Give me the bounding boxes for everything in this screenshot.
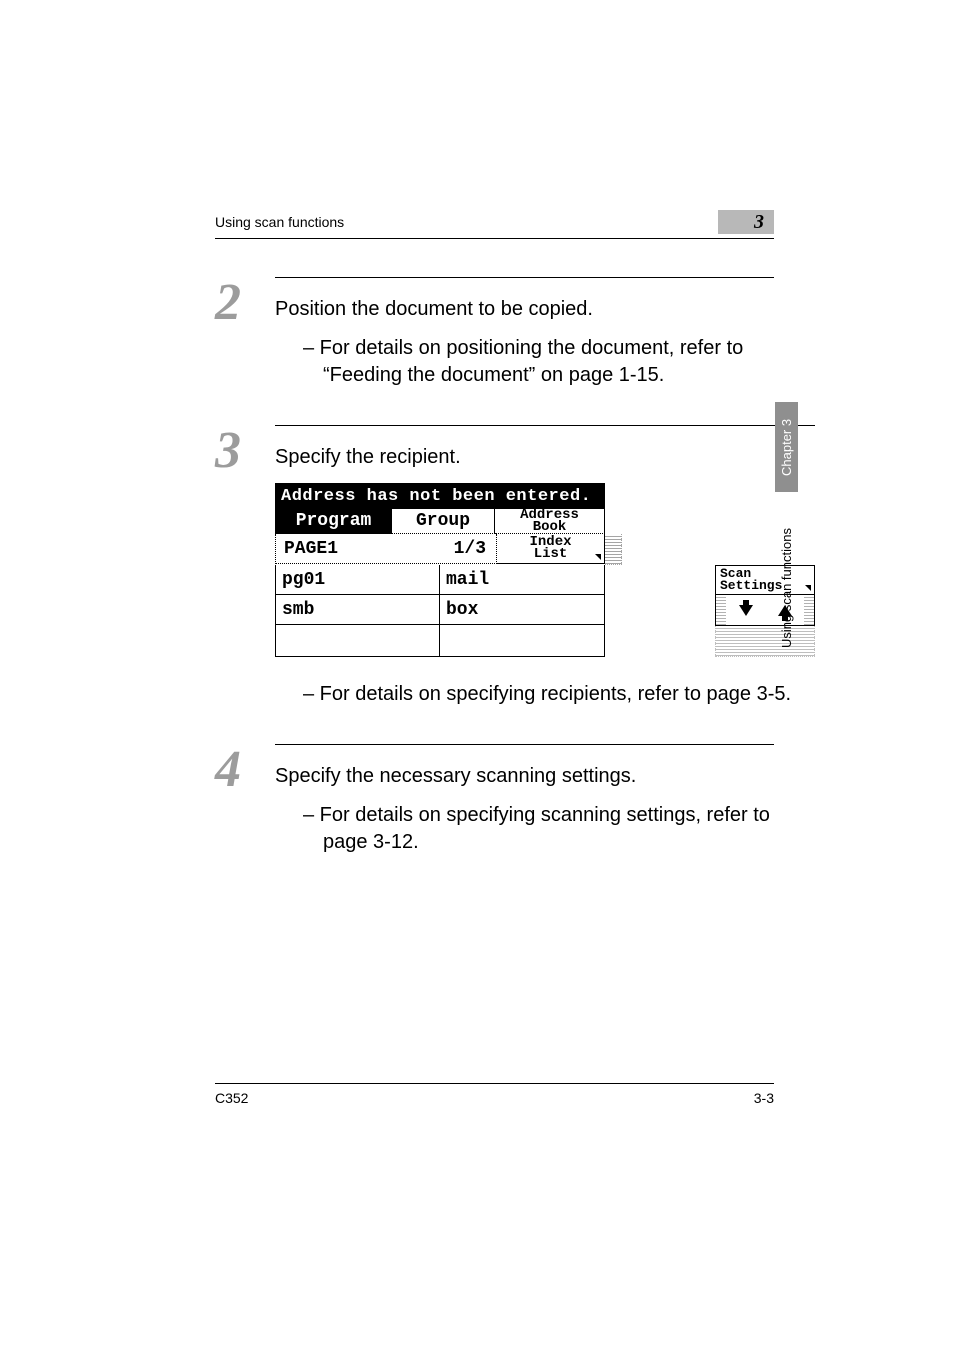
step-body: Position the document to be copied. – Fo… — [275, 277, 774, 397]
scan-settings-l2: Settings — [720, 580, 814, 592]
list-cell[interactable]: smb — [275, 595, 440, 625]
index-list-button[interactable]: Index List — [497, 534, 605, 564]
step-title: Specify the recipient. — [275, 446, 815, 469]
list-cell[interactable]: mail — [440, 565, 605, 595]
step-3: 3 Specify the recipient. Address has not… — [215, 425, 774, 716]
scan-settings-button[interactable]: Scan Settings — [715, 565, 815, 595]
tab-address-l2: Book — [533, 522, 567, 534]
list-cell[interactable]: pg01 — [275, 565, 440, 595]
page-indicator: PAGE1 1/3 — [275, 534, 497, 564]
index-l2: List — [534, 549, 568, 561]
arrow-buttons — [715, 595, 815, 626]
scroll-track[interactable] — [605, 534, 622, 565]
step-sub: – For details on specifying recipients, … — [275, 681, 815, 708]
step-number: 2 — [215, 277, 275, 329]
page-number: 1/3 — [454, 539, 486, 559]
list-cell[interactable] — [440, 625, 605, 657]
step-2: 2 Position the document to be copied. – … — [215, 277, 774, 397]
step-sub: – For details on specifying scanning set… — [275, 802, 774, 856]
side-tab-section: Using scan functions — [775, 508, 798, 668]
step-body: Specify the recipient. Address has not b… — [275, 425, 815, 716]
step-number: 4 — [215, 744, 275, 796]
page-header: Using scan functions 3 — [215, 210, 774, 239]
step-body: Specify the necessary scanning settings.… — [275, 744, 774, 864]
tab-program[interactable]: Program — [275, 508, 392, 534]
chapter-number-box: 3 — [718, 210, 774, 234]
list-cell[interactable] — [275, 625, 440, 657]
shaded-area — [715, 626, 815, 657]
step-number: 3 — [215, 425, 275, 477]
lcd-tabs: Program Group Address Book — [275, 508, 605, 534]
footer-page: 3-3 — [754, 1090, 774, 1106]
page-label: PAGE1 — [284, 539, 338, 559]
page-footer: C352 3-3 — [215, 1083, 774, 1106]
list-cell[interactable]: box — [440, 595, 605, 625]
footer-model: C352 — [215, 1090, 248, 1106]
tab-address-book[interactable]: Address Book — [495, 508, 605, 534]
arrow-down-icon — [739, 605, 753, 616]
lcd-status-bar: Address has not been entered. — [275, 483, 605, 508]
section-title: Using scan functions — [215, 214, 344, 230]
lcd-panel: Address has not been entered. Program Gr… — [275, 483, 815, 657]
step-4: 4 Specify the necessary scanning setting… — [215, 744, 774, 864]
chapter-number: 3 — [754, 211, 764, 234]
tab-group[interactable]: Group — [392, 508, 495, 534]
step-sub: – For details on positioning the documen… — [275, 335, 774, 389]
side-tab-chapter: Chapter 3 — [775, 402, 798, 492]
step-title: Specify the necessary scanning settings. — [275, 765, 774, 788]
step-title: Position the document to be copied. — [275, 298, 774, 321]
arrow-down-button[interactable] — [726, 595, 765, 625]
